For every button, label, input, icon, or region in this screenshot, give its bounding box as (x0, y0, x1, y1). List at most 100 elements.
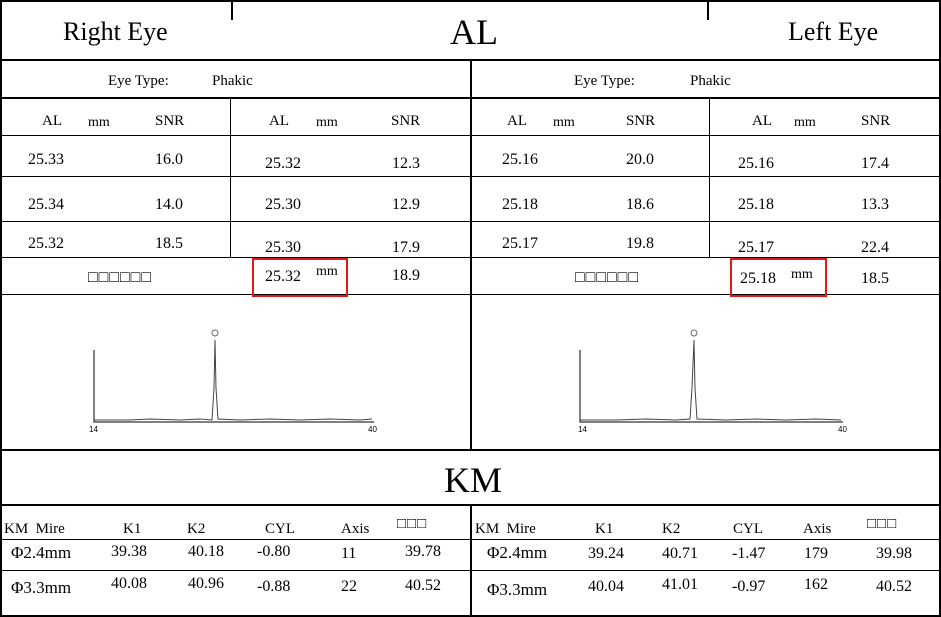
right-al-1: 25.33 (28, 151, 64, 168)
km-left-header-axis: Axis (803, 521, 832, 537)
center-divider-km (470, 504, 472, 615)
header-tick-right (707, 0, 709, 20)
km-right-r1-axis: 11 (341, 545, 357, 562)
right-al-5: 25.30 (265, 196, 301, 213)
km-right-r2-cyl: -0.88 (257, 578, 291, 595)
km-left-header-k1: K1 (595, 521, 614, 537)
right-col-mm-2: mm (316, 115, 338, 130)
left-snr-3: 19.8 (626, 235, 654, 252)
right-graph-xmax: 40 (368, 425, 377, 434)
km-right-r1-cyl: -0.80 (257, 543, 291, 560)
km-right-r1-mire: Φ2.4mm (11, 543, 72, 562)
right-col-mm-1: mm (88, 115, 110, 130)
graph-bottom-divider (0, 449, 941, 451)
km-right-r2-extra: 40.52 (405, 577, 441, 594)
km-right-r2-axis: 22 (341, 578, 357, 595)
bottom-border (0, 615, 941, 617)
km-left-header-cyl: CYL (733, 521, 763, 537)
right-col-snr-2: SNR (391, 113, 421, 129)
left-al-6: 25.17 (738, 239, 774, 256)
header-tick-left (231, 0, 233, 20)
km-right-header-axis: Axis (341, 521, 370, 537)
left-eye-type-label: Eye Type: (574, 73, 635, 89)
km-left-r2-k2: 41.01 (662, 576, 698, 593)
left-graph-xmin: 14 (578, 425, 587, 434)
right-eye-type-value: Phakic (212, 73, 253, 89)
right-summary-unit: mm (316, 264, 338, 279)
right-graph-xmin: 14 (89, 425, 98, 434)
right-snr-3: 18.5 (155, 235, 183, 252)
left-al-2: 25.18 (502, 196, 538, 213)
left-col-mm-2: mm (794, 115, 816, 130)
page-title: AL (450, 12, 498, 52)
km-right-header-k1: K1 (123, 521, 142, 537)
km-right-r1-extra: 39.78 (405, 543, 441, 560)
left-summary-highlight (730, 258, 827, 297)
km-left-r1-cyl: -1.47 (732, 545, 766, 562)
left-col-al-2: AL (752, 113, 772, 129)
km-left-r2-cyl: -0.97 (732, 578, 766, 595)
km-left-header-mire: KM Mire (475, 521, 536, 537)
left-eye-type-value: Phakic (690, 73, 731, 89)
right-summary-highlight (252, 258, 348, 297)
right-eye-type-label: Eye Type: (108, 73, 169, 89)
right-eye-label: Right Eye (63, 17, 168, 46)
km-title: KM (444, 460, 503, 500)
right-snr-6: 17.9 (392, 239, 420, 256)
left-col-snr-2: SNR (861, 113, 891, 129)
left-al-1: 25.16 (502, 151, 538, 168)
left-al-3: 25.17 (502, 235, 538, 252)
left-snr-5: 13.3 (861, 196, 889, 213)
km-right-r1-k1: 39.38 (111, 543, 147, 560)
right-al-2: 25.34 (28, 196, 64, 213)
km-left-r2-k1: 40.04 (588, 578, 624, 595)
right-border (939, 0, 941, 617)
right-snr-5: 12.9 (392, 196, 420, 213)
km-left-r2-mire: Φ3.3mm (487, 580, 548, 599)
km-right-r1-k2: 40.18 (188, 543, 224, 560)
left-al-graph (579, 329, 843, 423)
km-right-r2-k2: 40.96 (188, 575, 224, 592)
km-left-r1-extra: 39.98 (876, 545, 912, 562)
left-al-4: 25.16 (738, 155, 774, 172)
left-summary-al: 25.18 (740, 270, 776, 287)
right-snr-4: 12.3 (392, 155, 420, 172)
km-right-r2-mire: Φ3.3mm (11, 578, 72, 597)
right-al-6: 25.30 (265, 239, 301, 256)
right-summary-label: □□□□□□ (88, 269, 152, 286)
km-right-header-mire: KM Mire (4, 521, 65, 537)
right-col-snr-1: SNR (155, 113, 185, 129)
km-left-header-k2: K2 (662, 521, 681, 537)
left-summary-unit: mm (791, 267, 813, 282)
km-left-header-extra: □□□ (867, 516, 898, 532)
left-snr-4: 17.4 (861, 155, 889, 172)
center-divider-al (470, 59, 472, 449)
km-right-header-extra: □□□ (397, 516, 428, 532)
km-right-header-k2: K2 (187, 521, 206, 537)
km-left-r1-axis: 179 (804, 545, 828, 562)
km-left-r2-extra: 40.52 (876, 578, 912, 595)
right-summary-snr: 18.9 (392, 267, 420, 284)
km-right-header-cyl: CYL (265, 521, 295, 537)
left-col-al-1: AL (507, 113, 527, 129)
right-col-al-1: AL (42, 113, 62, 129)
right-snr-1: 16.0 (155, 151, 183, 168)
right-snr-2: 14.0 (155, 196, 183, 213)
left-col-mm-1: mm (553, 115, 575, 130)
left-snr-1: 20.0 (626, 151, 654, 168)
left-snr-2: 18.6 (626, 196, 654, 213)
km-right-r2-k1: 40.08 (111, 575, 147, 592)
right-col-al-2: AL (269, 113, 289, 129)
top-border (0, 0, 941, 2)
km-left-r1-mire: Φ2.4mm (487, 543, 548, 562)
left-graph-xmax: 40 (838, 425, 847, 434)
km-left-r2-axis: 162 (804, 576, 828, 593)
left-al-5: 25.18 (738, 196, 774, 213)
left-snr-6: 22.4 (861, 239, 889, 256)
left-border (0, 0, 2, 617)
right-inner-divider (230, 97, 231, 257)
right-al-4: 25.32 (265, 155, 301, 172)
left-summary-label: □□□□□□ (575, 269, 639, 286)
km-left-r1-k2: 40.71 (662, 545, 698, 562)
left-summary-snr: 18.5 (861, 270, 889, 287)
